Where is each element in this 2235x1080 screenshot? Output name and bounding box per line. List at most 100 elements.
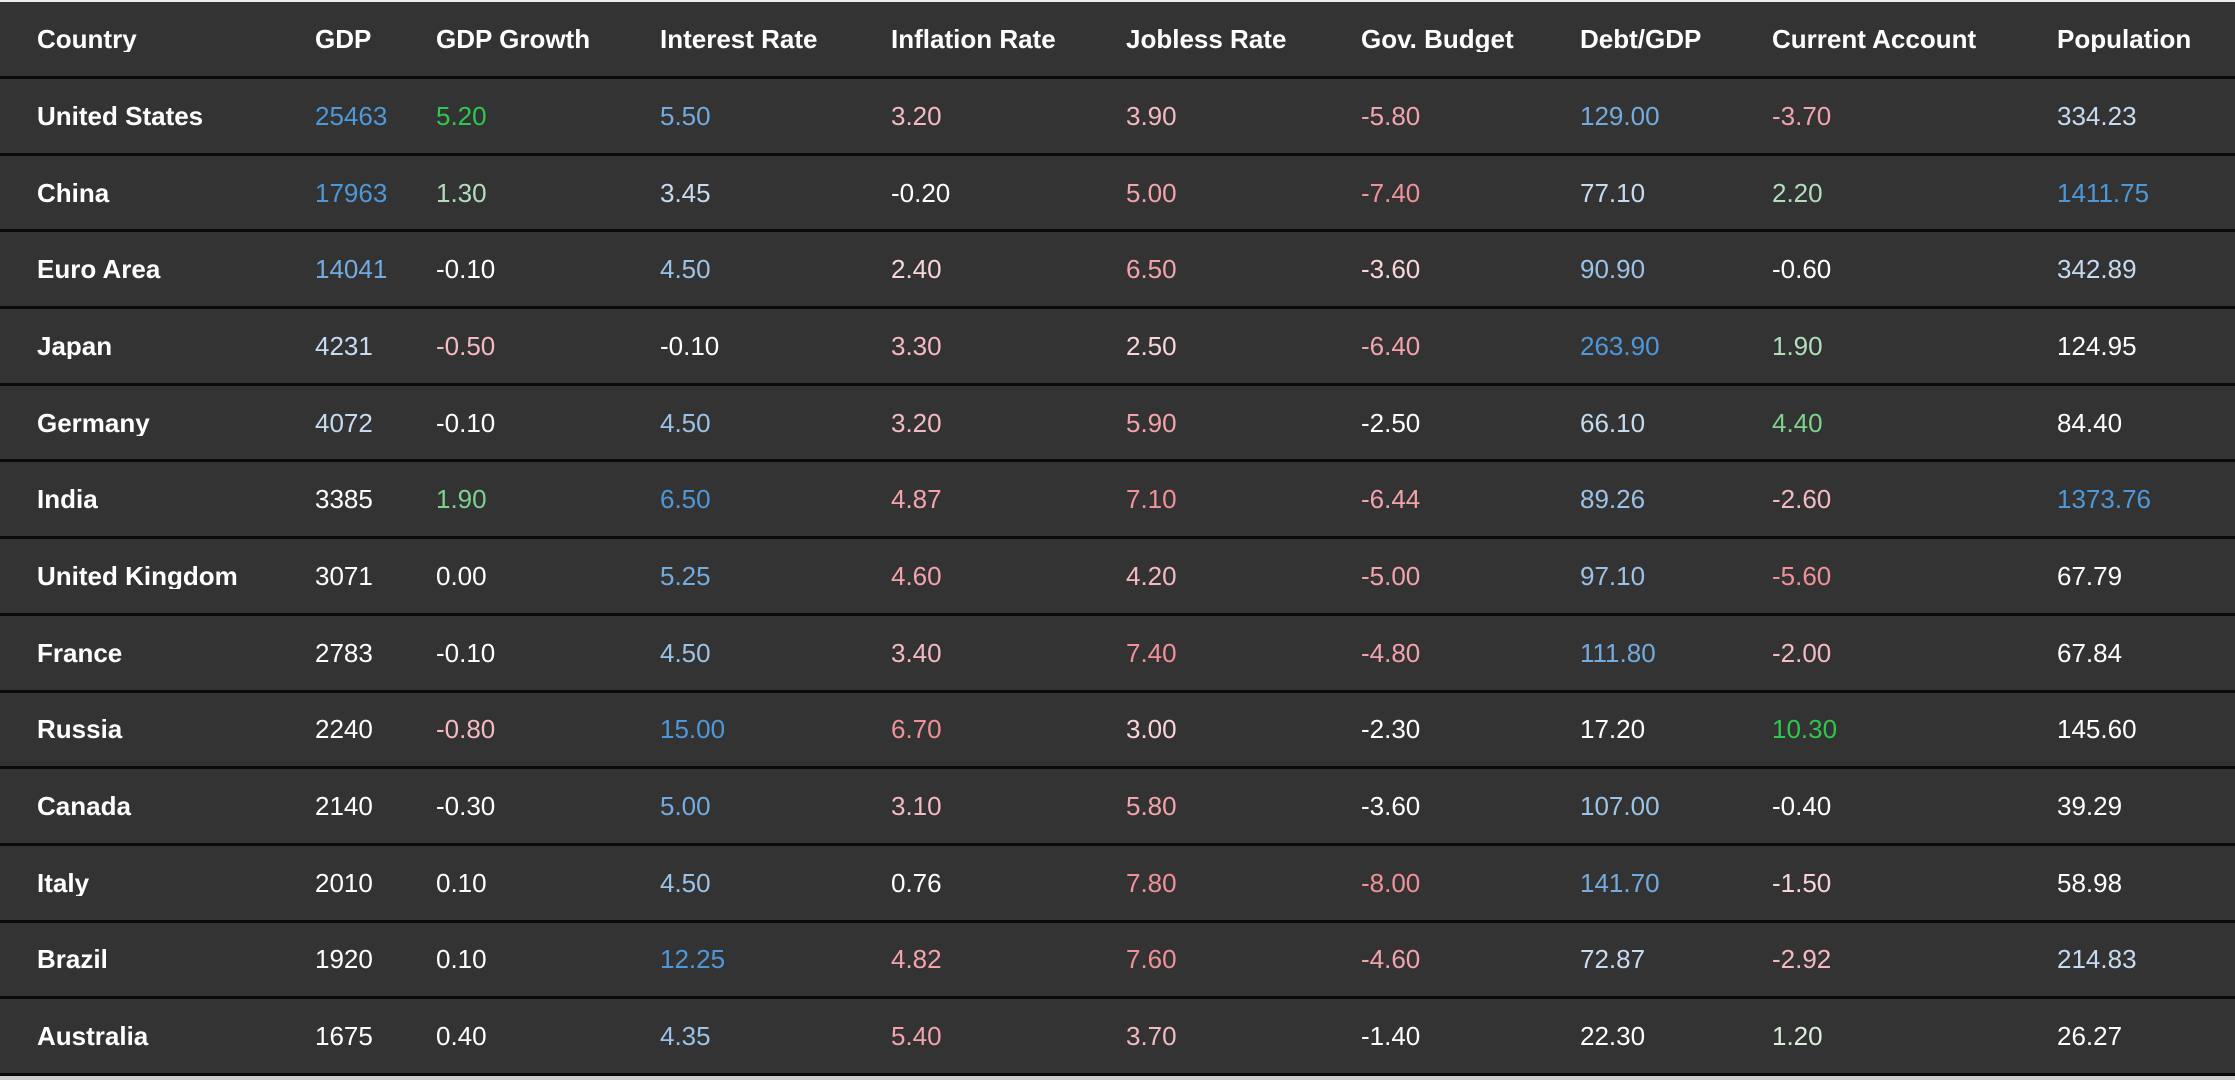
cell-interest-rate: 3.45	[660, 179, 711, 206]
cell-current-account: -2.92	[1772, 946, 1832, 973]
cell-current-account: 1.90	[1772, 332, 1823, 359]
column-header-gdp: GDP	[315, 26, 372, 52]
cell-gdp: 14041	[315, 256, 388, 283]
cell-interest-rate: 4.50	[660, 639, 711, 666]
cell-gdp: 1675	[315, 1023, 373, 1050]
cell-gdp: 4072	[315, 409, 373, 436]
cell-gov-budget: -8.00	[1361, 869, 1421, 896]
country-link[interactable]: France	[37, 639, 123, 666]
cell-gdp: 3071	[315, 562, 373, 589]
cell-gov-budget: -3.60	[1361, 793, 1421, 820]
cell-jobless-rate: 5.00	[1126, 179, 1177, 206]
cell-population: 1411.75	[2057, 179, 2150, 206]
cell-debt-gdp: 17.20	[1580, 716, 1646, 743]
cell-jobless-rate: 4.20	[1126, 562, 1177, 589]
cell-population: 26.27	[2057, 1023, 2123, 1050]
cell-gov-budget: -2.30	[1361, 716, 1421, 743]
cell-interest-rate: 5.25	[660, 562, 711, 589]
cell-current-account: 4.40	[1772, 409, 1823, 436]
cell-gov-budget: -3.60	[1361, 256, 1421, 283]
cell-gdp-growth: 5.20	[436, 102, 487, 129]
cell-current-account: -5.60	[1772, 562, 1832, 589]
cell-inflation-rate: 3.30	[891, 332, 942, 359]
cell-gdp-growth: 0.10	[436, 946, 487, 973]
cell-inflation-rate: 5.40	[891, 1023, 942, 1050]
cell-gov-budget: -5.80	[1361, 102, 1421, 129]
table-row: Russia 2240 -0.80 15.00 6.70 3.00 -2.30 17.20 10…	[0, 689, 2235, 767]
table-row: Brazil 1920 0.10 12.25 4.82 7.60 -4.60 72.87 -2.…	[0, 919, 2235, 997]
table-row: France 2783 -0.10 4.50 3.40 7.40 -4.80 111.80 -2…	[0, 612, 2235, 690]
cell-interest-rate: 4.50	[660, 256, 711, 283]
table-row: United States 25463 5.20 5.50 3.20 3.90 -5.80 1…	[0, 76, 2235, 153]
cell-gdp: 2783	[315, 639, 373, 666]
cell-jobless-rate: 3.90	[1126, 102, 1177, 129]
cell-inflation-rate: 3.40	[891, 639, 942, 666]
cell-current-account: -2.00	[1772, 639, 1832, 666]
cell-gov-budget: -7.40	[1361, 179, 1421, 206]
cell-debt-gdp: 107.00	[1580, 793, 1660, 820]
country-link[interactable]: Japan	[37, 332, 113, 359]
country-link[interactable]: United States	[37, 102, 204, 129]
cell-jobless-rate: 5.90	[1126, 409, 1177, 436]
cell-current-account: -0.60	[1772, 256, 1832, 283]
cell-current-account: -0.40	[1772, 793, 1832, 820]
cell-debt-gdp: 111.80	[1580, 639, 1656, 666]
cell-gdp-growth: 0.00	[436, 562, 487, 589]
country-link[interactable]: India	[37, 486, 98, 513]
column-header-interest-rate: Interest Rate	[660, 26, 818, 52]
country-link[interactable]: Germany	[37, 409, 150, 436]
cell-gdp-growth: -0.80	[436, 716, 496, 743]
cell-current-account: 2.20	[1772, 179, 1823, 206]
cell-gdp-growth: 0.10	[436, 869, 487, 896]
table-row: United Kingdom 3071 0.00 5.25 4.60 4.20 -5.00 9…	[0, 536, 2235, 613]
cell-jobless-rate: 2.50	[1126, 332, 1177, 359]
column-header-debt-gdp: Debt/GDP	[1580, 26, 1702, 52]
cell-gdp-growth: -0.30	[436, 793, 496, 820]
cell-gdp-growth: -0.10	[436, 256, 496, 283]
table-row: India 3385 1.90 6.50 4.87 7.10 -6.44 89.26 -2.60…	[0, 459, 2235, 536]
cell-gdp: 17963	[315, 179, 388, 206]
cell-debt-gdp: 263.90	[1580, 332, 1660, 359]
cell-interest-rate: 4.35	[660, 1023, 711, 1050]
cell-population: 124.95	[2057, 332, 2137, 359]
cell-debt-gdp: 77.10	[1580, 179, 1646, 206]
country-link[interactable]: United Kingdom	[37, 562, 238, 589]
cell-current-account: -3.70	[1772, 102, 1832, 129]
cell-interest-rate: 5.00	[660, 793, 711, 820]
cell-inflation-rate: 0.76	[891, 869, 942, 896]
cell-current-account: -1.50	[1772, 869, 1832, 896]
column-header-current-account: Current Account	[1772, 26, 1977, 52]
table-row: Italy 2010 0.10 4.50 0.76 7.80 -8.00 141.70 -1.5…	[0, 842, 2235, 920]
cell-population: 334.23	[2057, 102, 2137, 129]
table-row: Germany 4072 -0.10 4.50 3.20 5.90 -2.50 66.10 4.…	[0, 382, 2235, 460]
country-link[interactable]: Italy	[37, 869, 90, 896]
table-row: China 17963 1.30 3.45 -0.20 5.00 -7.40 77.10 2.2…	[0, 152, 2235, 230]
cell-population: 67.79	[2057, 562, 2123, 589]
country-link[interactable]: Australia	[37, 1023, 149, 1050]
cell-gdp: 3385	[315, 486, 373, 513]
country-link[interactable]: Russia	[37, 716, 123, 743]
bottom-edge-strip	[0, 1076, 2235, 1080]
cell-gdp-growth: -0.10	[436, 409, 496, 436]
cell-gov-budget: -4.60	[1361, 946, 1421, 973]
table-row: Canada 2140 -0.30 5.00 3.10 5.80 -3.60 107.00 -0…	[0, 766, 2235, 843]
column-header-country: Country	[37, 26, 137, 52]
cell-jobless-rate: 7.60	[1126, 946, 1177, 973]
cell-debt-gdp: 141.70	[1580, 869, 1660, 896]
cell-gdp: 2240	[315, 716, 373, 743]
table-row: Australia 1675 0.40 4.35 5.40 3.70 -1.40 22.30 1…	[0, 996, 2235, 1073]
cell-gdp-growth: 1.90	[436, 486, 487, 513]
table-row: Euro Area 14041 -0.10 4.50 2.40 6.50 -3.60 90.9…	[0, 229, 2235, 306]
cell-gdp-growth: 1.30	[436, 179, 487, 206]
cell-interest-rate: 6.50	[660, 486, 711, 513]
cell-inflation-rate: -0.20	[891, 179, 951, 206]
country-link[interactable]: Euro Area	[37, 256, 161, 283]
country-link[interactable]: China	[37, 179, 110, 206]
cell-jobless-rate: 7.80	[1126, 869, 1177, 896]
cell-interest-rate: 4.50	[660, 869, 711, 896]
country-link[interactable]: Brazil	[37, 946, 108, 973]
country-link[interactable]: Canada	[37, 793, 131, 820]
cell-interest-rate: 5.50	[660, 102, 711, 129]
